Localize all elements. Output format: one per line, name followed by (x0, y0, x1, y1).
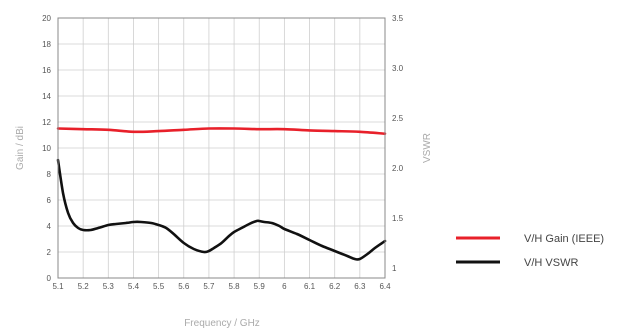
y-right-tick-label: 1.5 (392, 214, 404, 223)
tick-labels: 5.1 5.2 5.3 5.4 5.5 5.6 5.7 5.8 5.9 6 6.1 6.2 6.3 6.4… (42, 14, 404, 291)
y-axis-left-title: Gain / dBi (15, 126, 26, 170)
y-left-tick-label: 10 (42, 144, 51, 153)
legend-label-gain: V/H Gain (IEEE) (524, 233, 604, 245)
x-tick-label: 6.2 (329, 282, 341, 291)
x-tick-label: 5.8 (229, 282, 241, 291)
y-right-tick-label: 1 (392, 264, 397, 273)
x-tick-label: 5.5 (153, 282, 165, 291)
x-tick-label: 5.1 (52, 282, 64, 291)
x-tick-label: 5.3 (103, 282, 115, 291)
y-left-tick-label: 6 (47, 196, 52, 205)
grid (57, 17, 386, 279)
legend-label-vswr: V/H VSWR (524, 257, 578, 269)
y-left-tick-label: 2 (47, 248, 52, 257)
x-tick-label: 6 (282, 282, 287, 291)
y-left-tick-label: 12 (42, 118, 51, 127)
x-tick-label: 5.7 (203, 282, 215, 291)
y-right-tick-label: 2.0 (392, 164, 404, 173)
x-tick-label: 6.1 (304, 282, 316, 291)
y-left-tick-label: 16 (42, 66, 51, 75)
y-axis-right-title: VSWR (422, 133, 433, 163)
y-right-tick-label: 2.5 (392, 114, 404, 123)
x-tick-label: 5.2 (78, 282, 90, 291)
x-tick-label: 6.4 (379, 282, 391, 291)
x-tick-label: 6.3 (354, 282, 366, 291)
plot-area-frame (57, 17, 386, 279)
series-line-vswr (56, 158, 387, 261)
y-left-tick-label: 0 (47, 274, 52, 283)
x-tick-label: 5.6 (178, 282, 190, 291)
y-left-tick-label: 18 (42, 40, 51, 49)
y-right-tick-label: 3.0 (392, 64, 404, 73)
legend: V/H Gain (IEEE) V/H VSWR (456, 233, 604, 269)
y-left-tick-label: 14 (42, 92, 51, 101)
x-axis-title: Frequency / GHz (184, 318, 260, 329)
series-line-gain (56, 127, 387, 135)
y-left-tick-label: 4 (47, 222, 52, 231)
y-right-tick-label: 3.5 (392, 14, 404, 23)
y-left-tick-label: 20 (42, 14, 51, 23)
y-left-tick-label: 8 (47, 170, 52, 179)
x-tick-label: 5.9 (254, 282, 266, 291)
series-layer (56, 127, 387, 261)
x-tick-label: 5.4 (128, 282, 140, 291)
